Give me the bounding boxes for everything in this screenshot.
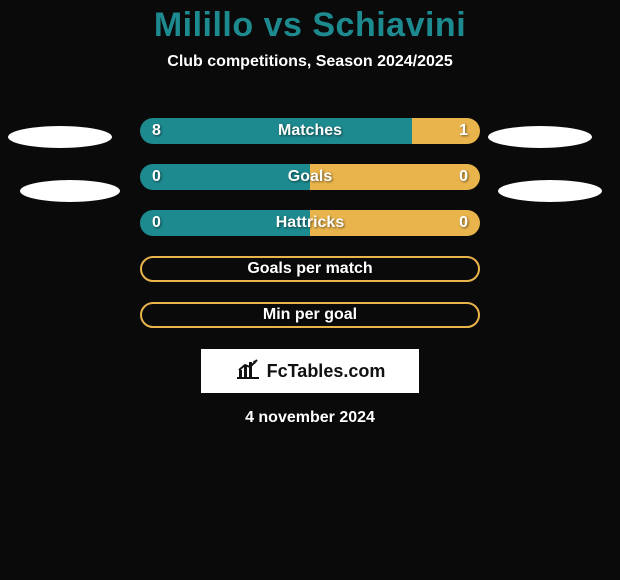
bar-segment-right: [412, 118, 480, 144]
subtitle: Club competitions, Season 2024/2025: [0, 53, 620, 71]
bar-segment-left: [140, 164, 310, 190]
stat-row: Matches81: [0, 109, 620, 155]
footer-logo-text: FcTables.com: [267, 361, 386, 382]
stat-label: Goals per match: [140, 256, 480, 282]
stat-row: Hattricks00: [0, 201, 620, 247]
stat-row: Goals per match: [0, 247, 620, 293]
chart-icon: [235, 358, 261, 385]
bar-outline: [140, 256, 480, 282]
footer-date: 4 november 2024: [0, 409, 620, 427]
bar-segment-left: [140, 210, 310, 236]
bar-outline: [140, 302, 480, 328]
bar: [140, 118, 480, 144]
stat-row: Min per goal: [0, 293, 620, 339]
stat-value-right: 0: [459, 210, 468, 236]
stat-value-left: 0: [152, 164, 161, 190]
stat-value-left: 8: [152, 118, 161, 144]
bar-segment-right: [310, 210, 480, 236]
bar-segment-left: [140, 118, 412, 144]
bar: [140, 164, 480, 190]
stat-value-right: 0: [459, 164, 468, 190]
stat-value-left: 0: [152, 210, 161, 236]
page-title: Milillo vs Schiavini: [0, 6, 620, 45]
footer-logo[interactable]: FcTables.com: [201, 349, 419, 393]
stat-rows: Matches81Goals00Hattricks00Goals per mat…: [0, 109, 620, 339]
bar-segment-right: [310, 164, 480, 190]
bar: [140, 210, 480, 236]
stat-value-right: 1: [459, 118, 468, 144]
stat-label: Min per goal: [140, 302, 480, 328]
stat-row: Goals00: [0, 155, 620, 201]
comparison-card: Milillo vs Schiavini Club competitions, …: [0, 0, 620, 427]
